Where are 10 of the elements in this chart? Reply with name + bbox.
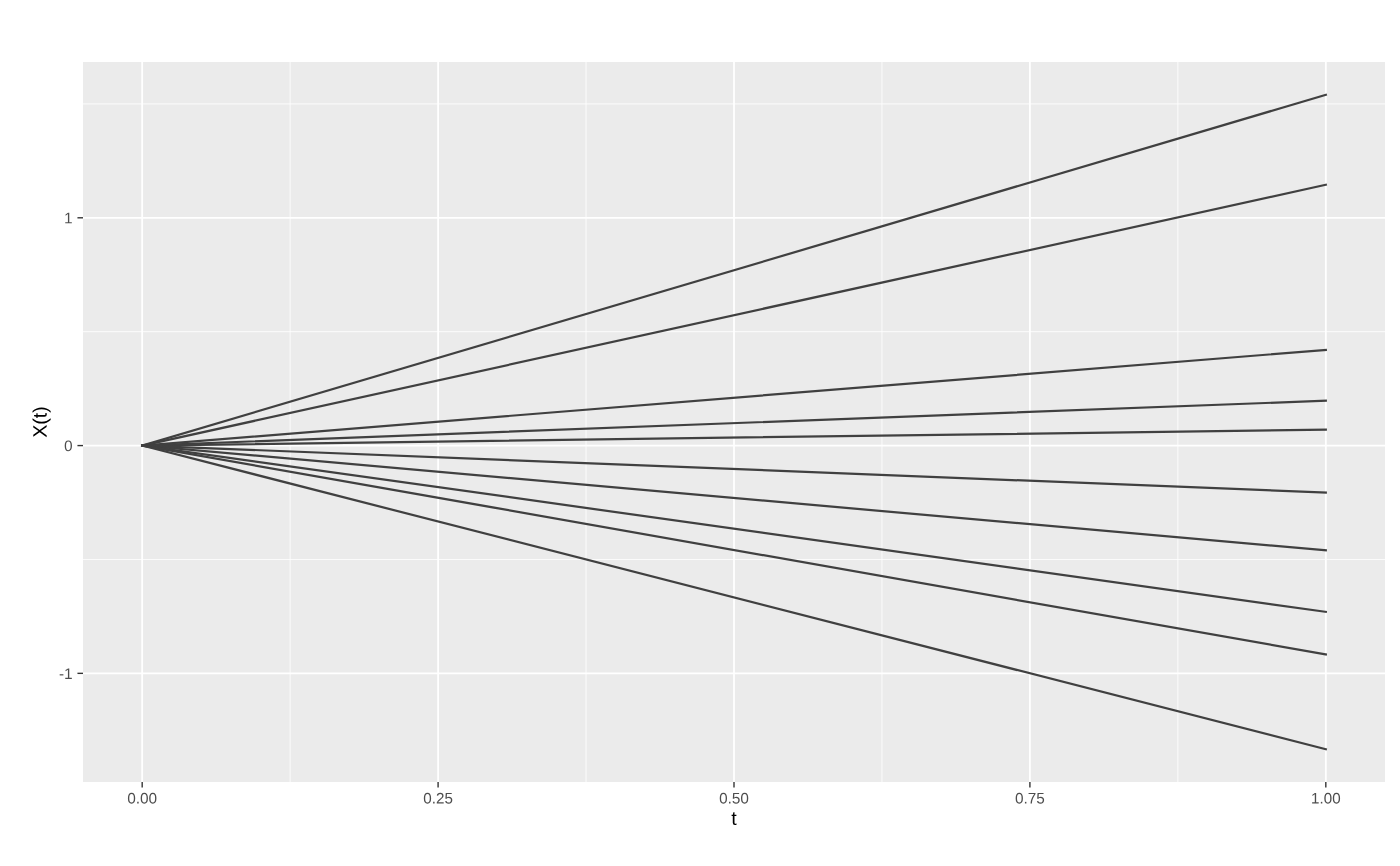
y-tick-label: -1 xyxy=(59,668,72,679)
x-tick-label: 0.00 xyxy=(127,792,157,804)
x-axis-title: t xyxy=(731,812,737,826)
y-tick-label: 1 xyxy=(65,212,72,224)
x-tick-label: 0.25 xyxy=(423,792,453,804)
x-tick-label: 1.00 xyxy=(1312,792,1341,804)
y-tick-label: 0 xyxy=(64,440,72,452)
y-axis-title: X(t) xyxy=(32,407,51,438)
x-tick-label: 0.50 xyxy=(719,792,749,804)
x-tick-label: 0.75 xyxy=(1015,792,1045,804)
